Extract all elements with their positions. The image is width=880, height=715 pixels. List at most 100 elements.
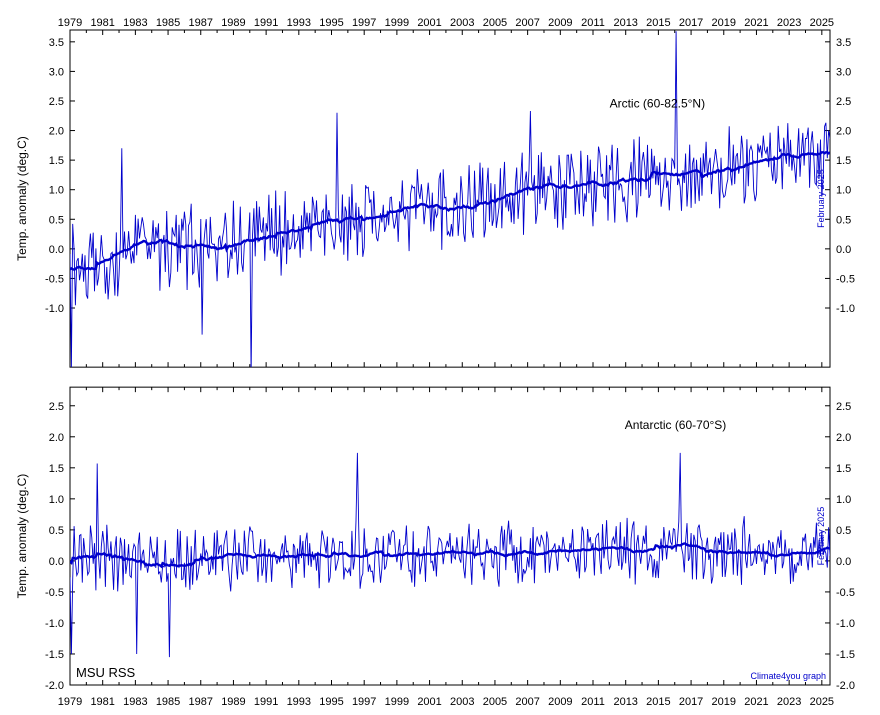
x-tick-label-top: 2021 bbox=[744, 17, 768, 29]
x-tick-label-bottom: 1983 bbox=[123, 696, 147, 708]
running-mean-series bbox=[70, 152, 830, 269]
x-tick-label-bottom: 1985 bbox=[156, 696, 180, 708]
y-tick-label: -0.5 bbox=[45, 587, 64, 599]
x-tick-label-bottom: 2003 bbox=[450, 696, 474, 708]
x-tick-label-top: 2023 bbox=[777, 17, 801, 29]
y-tick-label-right: -1.0 bbox=[836, 303, 855, 315]
x-tick-label-top: 2025 bbox=[810, 17, 834, 29]
y-tick-label: -1.5 bbox=[45, 649, 64, 661]
y-tick-label-right: 1.0 bbox=[836, 185, 851, 197]
y-tick-label: 2.0 bbox=[49, 432, 64, 444]
y-tick-label: 1.0 bbox=[49, 494, 64, 506]
y-tick-label-right: 0.0 bbox=[836, 244, 851, 256]
y-tick-label: 2.5 bbox=[49, 401, 64, 413]
y-tick-label: 2.0 bbox=[49, 126, 64, 138]
y-tick-label: 0.0 bbox=[49, 556, 64, 568]
y-tick-label: 2.5 bbox=[49, 96, 64, 108]
y-tick-label-right: 3.5 bbox=[836, 37, 851, 49]
y-tick-label: 3.0 bbox=[49, 66, 64, 78]
y-axis-title: Temp. anomaly (deg.C) bbox=[15, 474, 29, 599]
x-tick-label-bottom: 2021 bbox=[744, 696, 768, 708]
y-tick-label-right: 2.0 bbox=[836, 432, 851, 444]
x-tick-label-top: 1987 bbox=[189, 17, 213, 29]
y-tick-label-right: 0.0 bbox=[836, 556, 851, 568]
x-tick-label-bottom: 2007 bbox=[515, 696, 539, 708]
x-tick-label-bottom: 1999 bbox=[385, 696, 409, 708]
x-tick-label-bottom: 2005 bbox=[483, 696, 507, 708]
x-tick-label-top: 1989 bbox=[221, 17, 245, 29]
y-tick-label: -1.0 bbox=[45, 303, 64, 315]
y-tick-label: 0.5 bbox=[49, 525, 64, 537]
x-tick-label-bottom: 2025 bbox=[810, 696, 834, 708]
y-tick-label-right: 1.5 bbox=[836, 155, 851, 167]
x-tick-label-top: 1997 bbox=[352, 17, 376, 29]
y-tick-label-right: 2.5 bbox=[836, 401, 851, 413]
x-tick-label-top: 2003 bbox=[450, 17, 474, 29]
x-tick-label-top: 1985 bbox=[156, 17, 180, 29]
y-tick-label: 1.0 bbox=[49, 185, 64, 197]
x-tick-label-top: 1979 bbox=[58, 17, 82, 29]
x-tick-label-bottom: 2017 bbox=[679, 696, 703, 708]
x-tick-label-top: 1999 bbox=[385, 17, 409, 29]
x-tick-label-top: 1991 bbox=[254, 17, 278, 29]
monthly-series bbox=[70, 453, 830, 657]
x-tick-label-top: 2017 bbox=[679, 17, 703, 29]
y-tick-label-right: 0.5 bbox=[836, 525, 851, 537]
x-tick-label-bottom: 1981 bbox=[90, 696, 114, 708]
y-tick-label: -2.0 bbox=[45, 680, 64, 692]
x-tick-label-top: 1995 bbox=[319, 17, 343, 29]
y-axis-title: Temp. anomaly (deg.C) bbox=[15, 136, 29, 261]
y-tick-label-right: 1.0 bbox=[836, 494, 851, 506]
x-tick-label-top: 2019 bbox=[712, 17, 736, 29]
y-tick-label-right: -0.5 bbox=[836, 587, 855, 599]
x-tick-label-top: 1993 bbox=[287, 17, 311, 29]
x-tick-label-top: 1981 bbox=[90, 17, 114, 29]
x-tick-label-top: 2015 bbox=[646, 17, 670, 29]
y-tick-label-right: -1.5 bbox=[836, 649, 855, 661]
x-tick-label-top: 2007 bbox=[515, 17, 539, 29]
x-tick-label-bottom: 1995 bbox=[319, 696, 343, 708]
y-tick-label: -0.5 bbox=[45, 273, 64, 285]
x-tick-label-bottom: 1989 bbox=[221, 696, 245, 708]
x-tick-label-bottom: 1997 bbox=[352, 696, 376, 708]
x-tick-label-bottom: 2023 bbox=[777, 696, 801, 708]
x-tick-label-bottom: 2019 bbox=[712, 696, 736, 708]
x-tick-label-top: 1983 bbox=[123, 17, 147, 29]
x-tick-label-top: 2009 bbox=[548, 17, 572, 29]
x-tick-label-bottom: 1987 bbox=[189, 696, 213, 708]
series-group bbox=[70, 453, 830, 657]
x-tick-label-top: 2013 bbox=[613, 17, 637, 29]
y-tick-label-right: 3.0 bbox=[836, 66, 851, 78]
x-tick-label-bottom: 1979 bbox=[58, 696, 82, 708]
y-tick-label: 1.5 bbox=[49, 463, 64, 475]
x-tick-label-bottom: 2001 bbox=[417, 696, 441, 708]
monthly-series bbox=[70, 31, 830, 378]
y-tick-label-right: 2.0 bbox=[836, 126, 851, 138]
x-tick-label-bottom: 1993 bbox=[287, 696, 311, 708]
end-date-label: February 2025 bbox=[816, 507, 826, 566]
y-tick-label-right: -1.0 bbox=[836, 618, 855, 630]
y-tick-label-right: 1.5 bbox=[836, 463, 851, 475]
x-tick-label-top: 2005 bbox=[483, 17, 507, 29]
panel-label: Arctic (60-82.5°N) bbox=[610, 97, 706, 111]
y-tick-label-right: 2.5 bbox=[836, 96, 851, 108]
y-tick-label: -1.0 bbox=[45, 618, 64, 630]
end-date-label: February 2025 bbox=[816, 169, 826, 228]
credit-label: Climate4you graph bbox=[750, 671, 826, 681]
y-tick-label: 3.5 bbox=[49, 37, 64, 49]
y-tick-label: 0.5 bbox=[49, 214, 64, 226]
x-tick-label-top: 2011 bbox=[581, 17, 605, 29]
x-tick-label-bottom: 2011 bbox=[581, 696, 605, 708]
series-group bbox=[70, 31, 830, 378]
x-tick-label-bottom: 2009 bbox=[548, 696, 572, 708]
x-tick-label-bottom: 2015 bbox=[646, 696, 670, 708]
y-tick-label: 0.0 bbox=[49, 244, 64, 256]
dual-panel-chart: 1979 1979 1981 1981 1983 1983 1985 1985 1987 1987… bbox=[0, 0, 880, 715]
y-tick-label-right: -0.5 bbox=[836, 273, 855, 285]
x-tick-label-top: 2001 bbox=[417, 17, 441, 29]
panel-label: Antarctic (60-70°S) bbox=[625, 418, 727, 432]
y-tick-label: 1.5 bbox=[49, 155, 64, 167]
panel-frame bbox=[70, 30, 830, 367]
y-tick-label-right: 0.5 bbox=[836, 214, 851, 226]
source-label: MSU RSS bbox=[76, 665, 136, 680]
